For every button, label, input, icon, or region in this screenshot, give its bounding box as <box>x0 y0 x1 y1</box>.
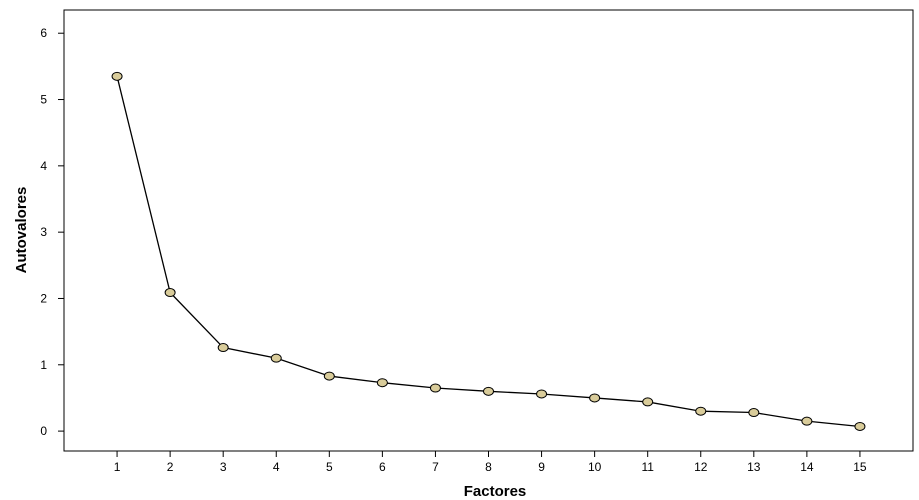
data-point <box>483 386 494 396</box>
x-tick-label: 15 <box>853 460 867 474</box>
x-tick-label: 5 <box>326 460 333 474</box>
y-tick-label: 5 <box>40 93 47 107</box>
x-tick-label: 12 <box>694 460 708 474</box>
x-tick-label: 4 <box>273 460 280 474</box>
series-layer <box>111 71 866 431</box>
data-point <box>695 406 707 416</box>
y-axis-title: Autovalores <box>13 187 30 274</box>
x-tick-label: 3 <box>220 460 227 474</box>
data-point <box>642 397 654 407</box>
x-axis-title: Factores <box>464 483 527 500</box>
data-point <box>323 371 335 381</box>
x-tick-label: 14 <box>800 460 814 474</box>
y-tick-label: 0 <box>40 424 47 438</box>
y-tick-label: 3 <box>40 225 47 239</box>
data-point <box>748 408 760 418</box>
data-point <box>217 343 229 353</box>
data-point <box>429 383 441 393</box>
data-point <box>536 389 548 399</box>
x-tick-label: 9 <box>538 460 545 474</box>
x-tick-label: 10 <box>588 460 602 474</box>
data-point <box>589 393 601 403</box>
y-axis-ticks: 0 1 2 3 4 5 6 <box>40 26 64 438</box>
x-tick-label: 8 <box>485 460 492 474</box>
x-tick-label: 6 <box>379 460 386 474</box>
y-tick-label: 1 <box>40 358 47 372</box>
y-tick-label: 2 <box>40 291 47 305</box>
data-point <box>111 71 123 81</box>
data-point <box>376 378 388 388</box>
x-tick-label: 2 <box>167 460 174 474</box>
y-tick-label: 6 <box>40 26 47 40</box>
series-line <box>116 76 861 428</box>
x-tick-label: 7 <box>432 460 439 474</box>
x-tick-label: 11 <box>641 460 654 474</box>
data-point <box>164 288 176 298</box>
x-tick-label: 13 <box>747 460 761 474</box>
plot-frame <box>63 9 914 452</box>
data-point <box>270 353 282 363</box>
x-tick-label: 1 <box>114 460 121 474</box>
x-axis-ticks: 1 2 3 4 5 6 7 8 9 10 11 12 13 14 15 <box>114 451 867 474</box>
y-tick-label: 4 <box>40 159 47 173</box>
data-point <box>854 421 866 431</box>
data-point <box>801 416 813 426</box>
